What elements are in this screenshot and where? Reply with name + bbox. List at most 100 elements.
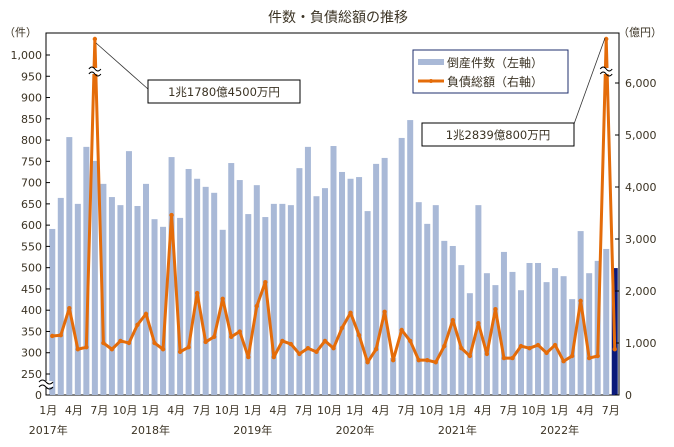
bar [194, 178, 201, 395]
debt-point [433, 360, 438, 365]
debt-point [75, 347, 81, 352]
bar [83, 146, 90, 395]
debt-point [561, 359, 566, 364]
bar [381, 157, 388, 395]
debt-point [160, 347, 166, 352]
debt-point [373, 347, 379, 352]
left-axis-tick-label: 1,000 [11, 49, 43, 62]
debt-point [604, 36, 609, 42]
bar [356, 177, 363, 395]
bar [347, 178, 354, 395]
x-axis-month-label: 4月 [269, 404, 287, 417]
x-axis-month-label: 7月 [295, 404, 313, 417]
bar [415, 202, 422, 395]
legend-bar-swatch [418, 59, 444, 65]
debt-point [271, 354, 277, 360]
x-axis-month-label: 4月 [576, 404, 594, 417]
debt-point [101, 340, 106, 346]
x-axis-month-label: 4月 [474, 404, 492, 417]
left-axis-tick-label: 550 [21, 240, 42, 253]
bar [458, 265, 465, 395]
x-axis-month-label: 7月 [90, 404, 108, 417]
x-axis-year-label: 2018年 [131, 423, 170, 437]
bar [117, 205, 124, 395]
left-axis-tick-label: 350 [21, 325, 42, 338]
chart-title: 件数・負債総額の推移 [268, 10, 408, 26]
debt-point [586, 355, 592, 361]
bar [304, 146, 311, 395]
debt-point [194, 290, 200, 296]
left-axis-tick-label: 950 [21, 70, 42, 83]
debt-point [450, 317, 456, 323]
left-axis-tick-label: 700 [21, 177, 42, 190]
left-axis-tick-label: 500 [21, 262, 42, 275]
x-axis-month-label: 1月 [244, 404, 262, 417]
bar [560, 276, 567, 395]
debt-point [322, 338, 328, 344]
bar [91, 160, 98, 395]
x-axis-year-label: 2021年 [438, 423, 477, 437]
debt-point [459, 346, 464, 351]
left-axis-tick-label: 800 [21, 134, 42, 147]
debt-point [399, 327, 404, 333]
bar [219, 229, 226, 395]
left-axis-tick-label: 400 [21, 304, 42, 317]
x-axis-year-label: 2020年 [336, 423, 375, 437]
plot-area: 0 250 300 350 400 450 500 550 600 650 700 750 800 850… [11, 32, 657, 437]
x-axis-year-label: 2017年 [29, 423, 68, 437]
debt-point [288, 341, 294, 347]
bar [543, 282, 550, 395]
debt-point [84, 344, 89, 350]
bar [526, 262, 533, 395]
break-line [599, 71, 613, 77]
x-axis-year-label: 2022年 [540, 423, 579, 437]
left-axis-tick-label: 750 [21, 155, 42, 168]
debt-point [118, 338, 123, 344]
right-axis-tick-label: 6,000 [625, 77, 657, 90]
debt-point [254, 303, 259, 309]
annotation-1-leader [95, 42, 149, 90]
right-axis-unit: （億円） [618, 26, 662, 39]
legend-label-debt: 負債総額（右軸） [447, 74, 543, 89]
debt-point [135, 322, 140, 327]
debt-point [109, 347, 115, 352]
bar [168, 157, 175, 395]
debt-point [535, 342, 541, 348]
bar [236, 180, 243, 395]
peak-break-icon [88, 66, 102, 77]
debt-point [348, 310, 353, 316]
debt-point [569, 353, 575, 359]
right-axis-tick-label: 4,000 [625, 181, 657, 194]
x-axis-month-label: 4月 [372, 404, 390, 417]
bar [577, 231, 584, 395]
bar [466, 293, 473, 395]
bar [160, 226, 167, 395]
left-axis-tick-label: 0 [35, 389, 42, 402]
right-axis-tick-label: 5,000 [625, 129, 657, 142]
debt-point [314, 349, 319, 355]
debt-point [476, 321, 481, 326]
bar [586, 273, 593, 395]
debt-point [595, 353, 600, 359]
left-axis-tick-label: 250 [21, 368, 42, 381]
left-axis-tick-label: 450 [21, 283, 42, 296]
bar [398, 137, 405, 395]
left-axis-tick-label: 650 [21, 198, 42, 211]
bar [321, 188, 328, 395]
debt-point [143, 311, 149, 317]
peak-break-icon [599, 66, 613, 77]
debt-point [237, 329, 242, 334]
break-line [38, 384, 54, 390]
x-axis-month-label: 10月 [215, 404, 240, 417]
debt-point [493, 307, 498, 312]
debt-point [467, 353, 473, 359]
debt-point [365, 360, 370, 365]
left-axis-break-icon [38, 379, 54, 390]
debt-point [510, 355, 515, 361]
annotation-1-text: 1兆1780億4500万円 [168, 85, 280, 99]
bar [339, 171, 346, 395]
x-axis-month-label: 1月 [346, 404, 364, 417]
bar [296, 168, 303, 395]
debt-point [339, 325, 345, 331]
debt-point [246, 354, 251, 360]
